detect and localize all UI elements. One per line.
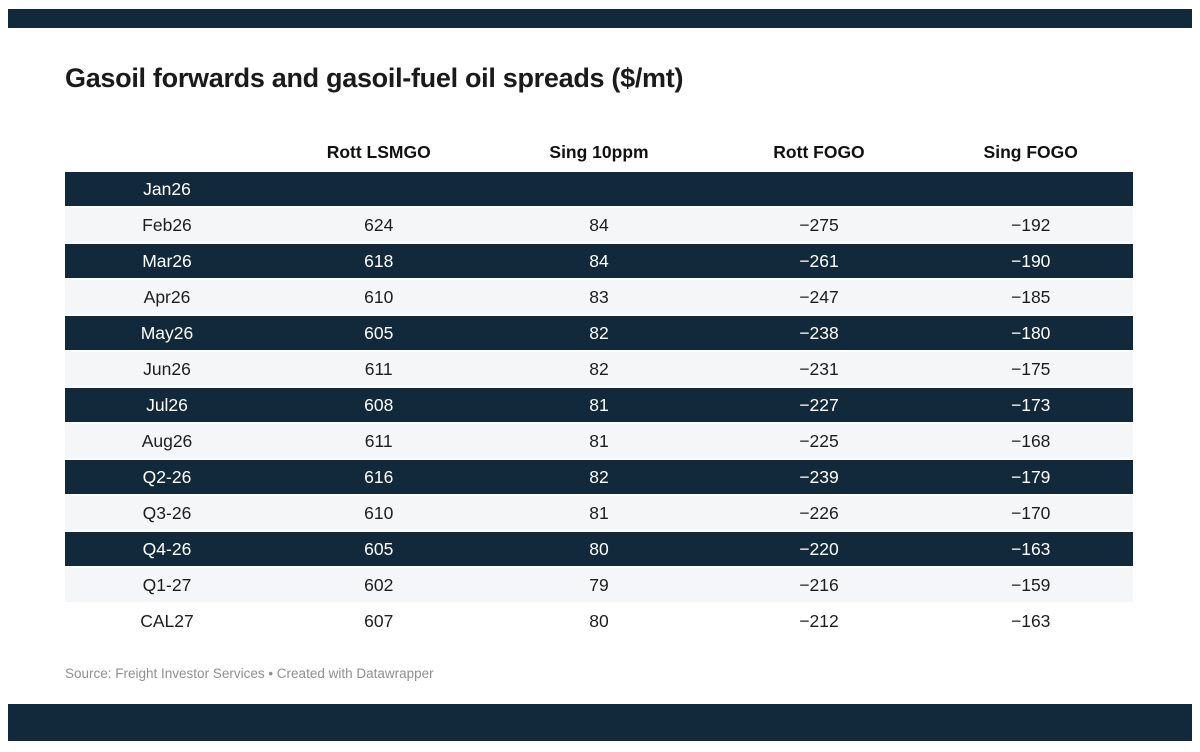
- cell-value: 610: [364, 502, 394, 523]
- cell-value: −212: [799, 610, 839, 631]
- cell-value: 602: [364, 574, 394, 595]
- table-row-apr26: Apr26 610 83 −247 −185: [65, 280, 1133, 316]
- cell-value: 81: [589, 502, 609, 523]
- cell-value: 611: [364, 430, 393, 451]
- cell-value: −239: [799, 466, 839, 487]
- table-row-jun26: Jun26 611 82 −231 −175: [65, 352, 1133, 388]
- column-header-rott-lsmgo: Rott LSMGO: [326, 141, 431, 162]
- cell-value: 79: [589, 574, 609, 595]
- table-row-q3-26: Q3-26 610 81 −226 −170: [65, 496, 1133, 532]
- cell-value: 81: [589, 394, 609, 415]
- cell-value: 616: [364, 466, 394, 487]
- cell-value: 607: [364, 610, 394, 631]
- table-row-cal27: CAL27 607 80 −212 −163: [65, 604, 1133, 640]
- table-header-row: Rott LSMGO Sing 10ppm Rott FOGO Sing FOGO: [65, 134, 1133, 172]
- column-header-rott-fogo: Rott FOGO: [773, 141, 865, 162]
- cell-value: −226: [799, 502, 839, 523]
- cell-value: −173: [1011, 394, 1051, 415]
- cell-value: 82: [589, 358, 609, 379]
- cell-row-label: Q4-26: [142, 538, 192, 559]
- cell-row-label: Mar26: [142, 250, 192, 271]
- cell-row-label: Feb26: [142, 214, 192, 235]
- cell-row-label: Apr26: [143, 286, 191, 307]
- cell-value: 624: [364, 214, 394, 235]
- cell-value: −227: [799, 394, 839, 415]
- cell-value: 618: [364, 250, 394, 271]
- column-header-sing-fogo: Sing FOGO: [983, 141, 1078, 162]
- cell-value: −238: [799, 322, 839, 343]
- table-row-jan26: Jan26: [65, 172, 1133, 208]
- cell-value: −163: [1011, 538, 1051, 559]
- cell-value: 84: [589, 214, 609, 235]
- cell-value: −247: [799, 286, 839, 307]
- table-row-jul26: Jul26 608 81 −227 −173: [65, 388, 1133, 424]
- cell-value: −170: [1011, 502, 1051, 523]
- cell-value: 84: [589, 250, 609, 271]
- cell-value: −261: [799, 250, 839, 271]
- cell-value: −190: [1011, 250, 1051, 271]
- column-header-sing-10ppm: Sing 10ppm: [549, 141, 649, 162]
- cell-value: −216: [799, 574, 839, 595]
- cell-value: −185: [1011, 286, 1051, 307]
- cell-value: 83: [589, 286, 609, 307]
- table-body: Jan26 Feb26 624 84 −275 −192 Mar26 618 84 −261 −19…: [65, 172, 1133, 640]
- cell-value: −163: [1011, 610, 1051, 631]
- cell-row-label: Jan26: [143, 178, 191, 199]
- table-row-aug26: Aug26 611 81 −225 −168: [65, 424, 1133, 460]
- cell-row-label: May26: [140, 322, 194, 343]
- cell-value: −175: [1011, 358, 1051, 379]
- cell-value: 80: [589, 610, 609, 631]
- cell-value: −225: [799, 430, 839, 451]
- cell-value: −180: [1011, 322, 1051, 343]
- column-header-empty: [65, 152, 269, 154]
- cell-value: −159: [1011, 574, 1051, 595]
- table-row-feb26: Feb26 624 84 −275 −192: [65, 208, 1133, 244]
- cell-value: −220: [799, 538, 839, 559]
- cell-value: −192: [1011, 214, 1051, 235]
- cell-row-label: Jun26: [143, 358, 191, 379]
- cell-value: 605: [364, 322, 394, 343]
- cell-value: 605: [364, 538, 394, 559]
- cell-value: −231: [799, 358, 839, 379]
- table-row-q2-26: Q2-26 616 82 −239 −179: [65, 460, 1133, 496]
- cell-value: 608: [364, 394, 394, 415]
- cell-value: 611: [364, 358, 393, 379]
- cell-row-label: Aug26: [141, 430, 193, 451]
- table-row-mar26: Mar26 618 84 −261 −190: [65, 244, 1133, 280]
- cell-value: −168: [1011, 430, 1051, 451]
- bottom-divider-bar: [8, 704, 1192, 741]
- cell-value: −179: [1011, 466, 1051, 487]
- table-row-q4-26: Q4-26 605 80 −220 −163: [65, 532, 1133, 568]
- cell-row-label: CAL27: [140, 610, 194, 631]
- top-divider-bar: [8, 9, 1192, 28]
- cell-value: −275: [799, 214, 839, 235]
- chart-title: Gasoil forwards and gasoil-fuel oil spre…: [65, 63, 684, 93]
- table-row-q1-27: Q1-27 602 79 −216 −159: [65, 568, 1133, 604]
- cell-value: 80: [589, 538, 609, 559]
- cell-value: 82: [589, 322, 609, 343]
- cell-value: 610: [364, 286, 394, 307]
- cell-value: 81: [589, 430, 609, 451]
- source-attribution: Source: Freight Investor Services • Crea…: [65, 666, 434, 681]
- cell-row-label: Q1-27: [142, 574, 192, 595]
- cell-value: 82: [589, 466, 609, 487]
- table-row-may26: May26 605 82 −238 −180: [65, 316, 1133, 352]
- cell-row-label: Q2-26: [142, 466, 192, 487]
- cell-row-label: Jul26: [146, 394, 188, 415]
- cell-row-label: Q3-26: [142, 502, 192, 523]
